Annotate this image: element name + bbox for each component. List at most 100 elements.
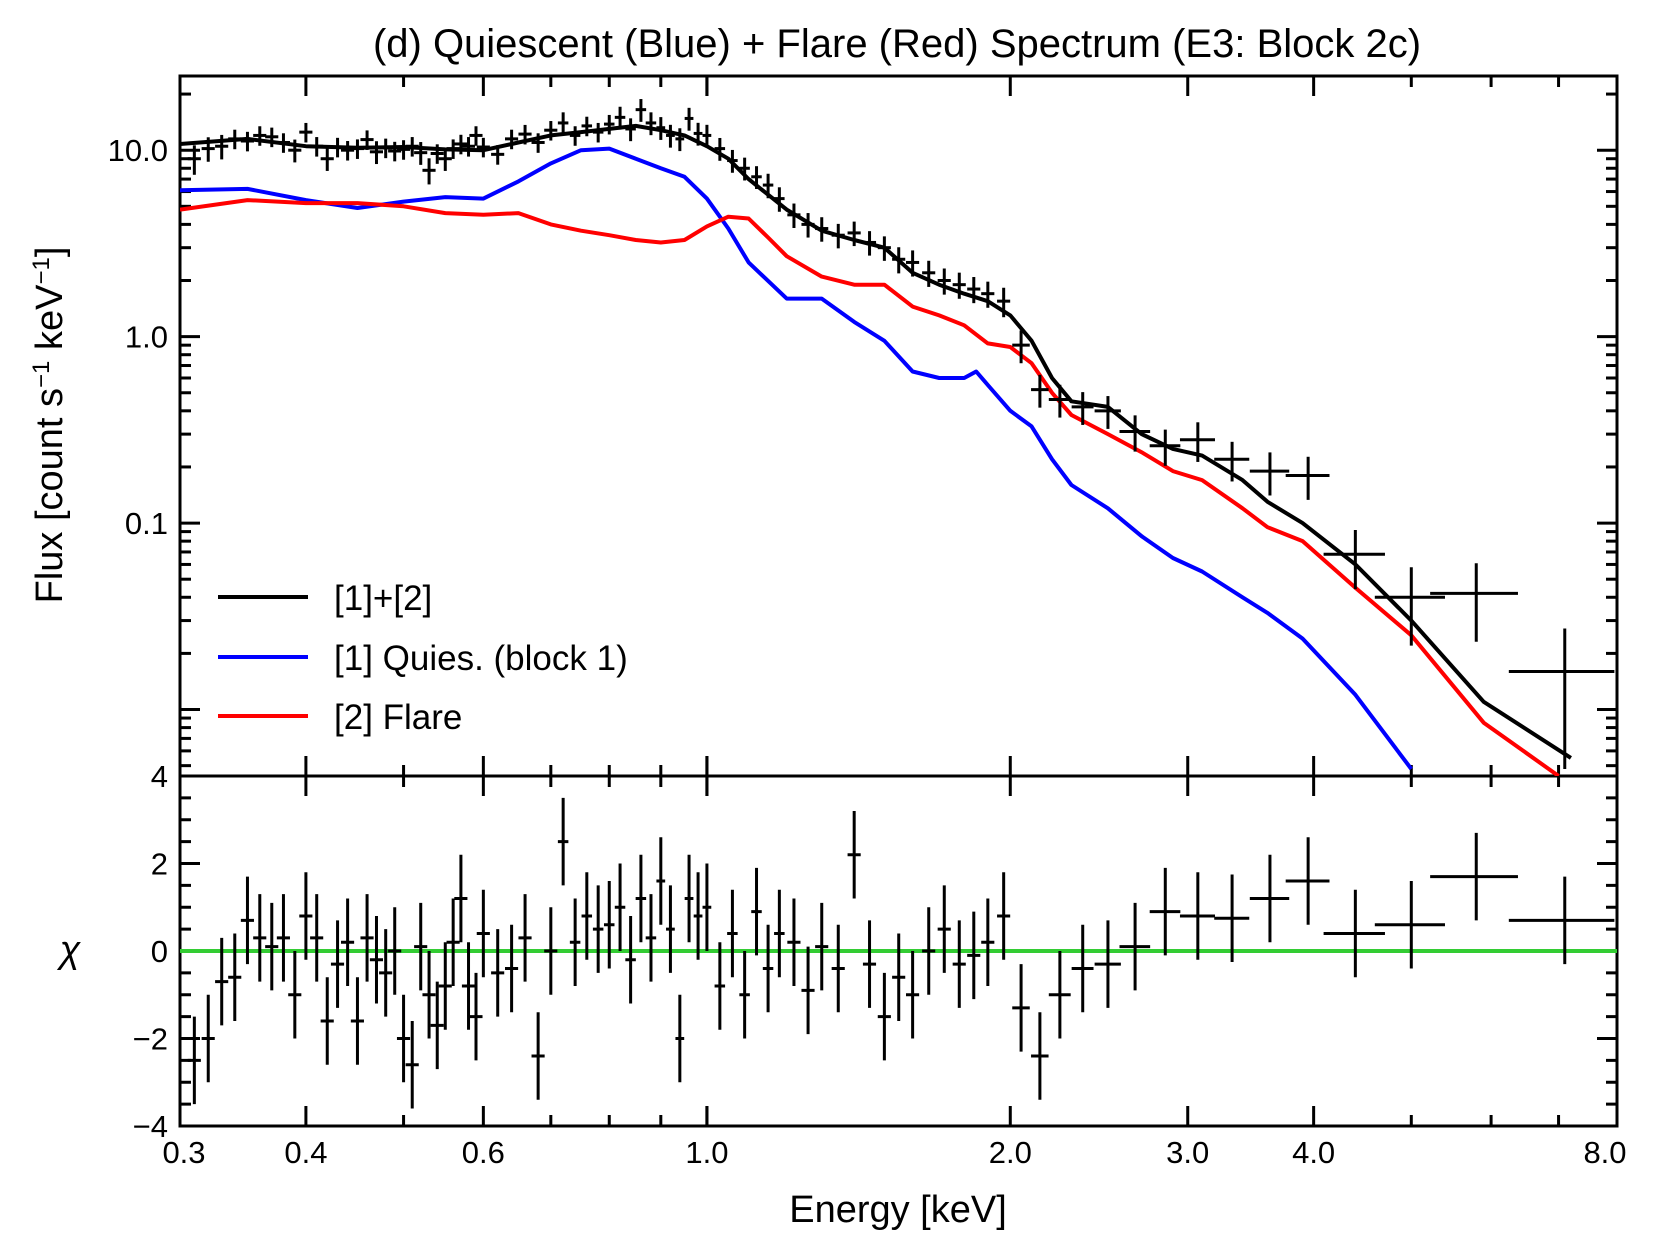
y-tick-label: 4	[151, 759, 168, 794]
data-point	[1249, 452, 1290, 496]
residual-point	[265, 902, 279, 991]
residual-point	[446, 898, 460, 986]
data-point	[702, 124, 712, 148]
data-point	[405, 137, 419, 157]
data-point	[675, 128, 685, 152]
data-point	[454, 134, 468, 155]
data-point	[645, 112, 657, 136]
data-point	[952, 272, 966, 299]
data-point	[320, 148, 334, 171]
residual-point	[1374, 881, 1445, 969]
residual-point	[877, 972, 891, 1061]
data-point	[187, 145, 201, 175]
model-curves	[180, 123, 1572, 776]
data-point	[656, 117, 666, 140]
data-point	[801, 213, 815, 238]
data-point	[310, 137, 324, 157]
data-point	[461, 137, 476, 157]
residual-point	[1323, 889, 1385, 978]
data-point	[614, 106, 626, 130]
residual-point	[656, 837, 666, 925]
data-point	[937, 268, 951, 295]
residual-point	[557, 797, 569, 886]
data-point	[240, 131, 254, 152]
data-point	[892, 247, 906, 274]
data-point	[727, 149, 738, 173]
data-point	[1031, 374, 1049, 408]
y-tick-label: −2	[133, 1022, 168, 1057]
data-point	[360, 130, 374, 150]
data-point	[847, 221, 861, 247]
residual-point	[1031, 1012, 1049, 1100]
data-point	[981, 281, 995, 308]
x-tick-label: 2.0	[989, 1135, 1032, 1170]
data-point	[1179, 422, 1215, 462]
spectrum-data-points	[187, 99, 1615, 769]
data-point	[787, 203, 801, 229]
residual-point	[981, 898, 995, 986]
y-axis-label-residual: χ	[57, 929, 82, 971]
data-point	[369, 141, 384, 165]
residual-point	[684, 854, 694, 943]
data-point	[603, 114, 615, 135]
residual-point	[330, 920, 345, 1008]
data-point	[504, 129, 519, 150]
residual-point	[1012, 964, 1030, 1052]
x-tick-label: 3.0	[1166, 1135, 1209, 1170]
data-point	[341, 141, 355, 161]
data-point	[469, 126, 483, 146]
data-point	[396, 140, 411, 160]
residual-point	[228, 933, 242, 1021]
data-point	[1012, 330, 1030, 364]
data-point	[714, 137, 726, 161]
x-tick-label: 1.0	[685, 1135, 728, 1170]
residual-point	[675, 994, 685, 1083]
y-label-part: keV	[29, 284, 71, 361]
residual-point	[1430, 832, 1518, 921]
data-point	[877, 236, 891, 261]
data-point	[350, 139, 364, 159]
data-point	[446, 139, 460, 159]
residual-point	[1285, 837, 1330, 925]
residual-point	[801, 946, 815, 1035]
residual-point	[360, 894, 374, 982]
data-point	[967, 277, 981, 304]
residual-point	[430, 981, 444, 1070]
x-tick-label: 0.3	[162, 1135, 205, 1170]
data-point	[299, 122, 313, 143]
data-point	[422, 158, 436, 185]
residual-point	[952, 920, 966, 1008]
residual-point	[476, 889, 490, 978]
residual-point	[569, 898, 581, 986]
residual-data-points	[187, 797, 1615, 1109]
residual-point	[847, 811, 861, 899]
residual-point	[592, 885, 604, 973]
residual-point	[454, 854, 468, 943]
residual-point	[625, 916, 636, 1004]
residual-point	[693, 872, 703, 960]
residual-point	[1094, 920, 1121, 1008]
data-point	[862, 231, 877, 256]
spectrum-axis-ticks	[178, 76, 1619, 776]
residual-point	[369, 916, 384, 1004]
residual-point	[240, 876, 254, 965]
data-point	[1430, 563, 1518, 642]
model-curve-1	[180, 146, 1413, 771]
residual-point	[581, 872, 593, 960]
y-axis-label-spectrum: Flux [count s−1 keV−1]	[28, 247, 72, 604]
residual-point	[388, 907, 402, 995]
x-tick-label: 0.4	[284, 1135, 327, 1170]
legend-label-flare: [2] Flare	[334, 698, 462, 737]
residual-point	[635, 854, 647, 943]
y-tick-label: 1.0	[125, 320, 168, 355]
data-point	[228, 129, 242, 150]
residual-point	[405, 1021, 419, 1109]
model-curve-2	[180, 198, 1560, 776]
data-point	[684, 107, 694, 131]
residual-point	[531, 1012, 545, 1100]
residual-point	[320, 977, 334, 1065]
residual-point	[422, 951, 436, 1039]
legend: [1]+[2] [1] Quies. (block 1) [2] Flare	[218, 579, 628, 737]
data-point	[276, 133, 290, 153]
data-point	[379, 138, 393, 159]
